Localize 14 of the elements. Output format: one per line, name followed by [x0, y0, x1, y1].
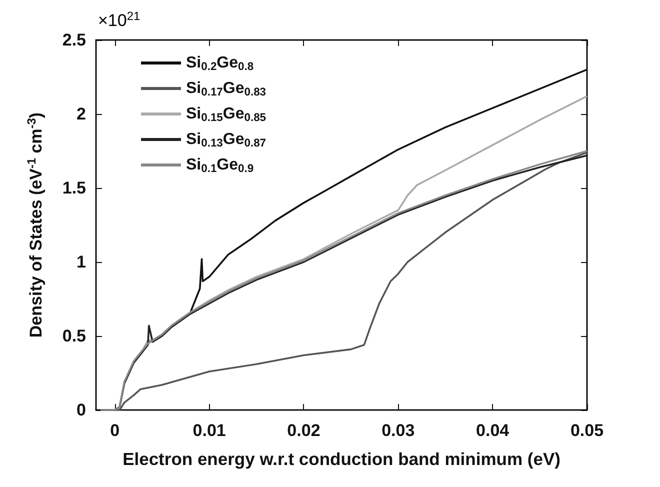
y-tick-label: 2.5	[62, 30, 86, 50]
x-tick-label: 0.04	[476, 421, 510, 440]
x-tick-label: 0.02	[287, 421, 320, 440]
y-tick-label: 0	[76, 400, 86, 420]
y-tick-label: 1.5	[62, 178, 86, 198]
x-tick-label: 0.01	[192, 421, 226, 440]
x-tick-label: 0	[110, 421, 120, 440]
x-tick-label: 0.03	[382, 421, 415, 440]
y-tick-label: 1	[76, 252, 86, 272]
x-tick-label: 0.05	[570, 421, 604, 440]
y-tick-label: 0.5	[62, 326, 86, 346]
y-axis-title: Density of States (eV-1 cm-3)	[24, 112, 46, 338]
x-axis-title: Electron energy w.r.t conduction band minimum (eV)	[122, 449, 560, 469]
y-tick-label: 2	[76, 104, 86, 124]
